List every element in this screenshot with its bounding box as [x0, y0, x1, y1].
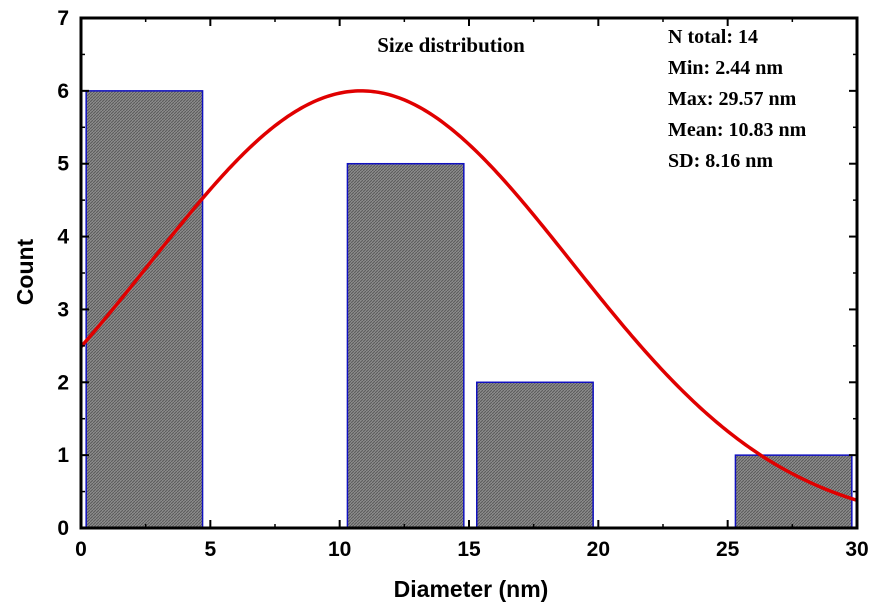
- histogram-bar-1: [85, 90, 204, 529]
- x-axis-title: Diameter (nm): [394, 576, 549, 602]
- x-tick-label: 20: [587, 538, 610, 561]
- x-tick-label: 30: [845, 538, 868, 561]
- y-tick-label: 1: [57, 444, 69, 467]
- chart-title: Size distribution: [377, 33, 525, 57]
- y-tick-label: 3: [57, 298, 69, 321]
- stats-annotation: Mean: 10.83 nm: [668, 119, 807, 141]
- x-tick-label: 10: [328, 538, 351, 561]
- stats-annotations: N total: 14 Min: 2.44 nm Max: 29.57 nm Mean…: [668, 26, 807, 172]
- x-tick-label: 0: [75, 538, 87, 561]
- y-tick-label: 2: [57, 371, 69, 394]
- gaussian-fit-curve: [79, 89, 858, 502]
- y-tick-label: 7: [57, 7, 69, 30]
- stats-annotation: Max: 29.57 nm: [668, 88, 797, 110]
- y-tick-label: 4: [57, 226, 69, 249]
- stats-annotation: N total: 14: [668, 26, 758, 48]
- stats-annotation: SD: 8.16 nm: [668, 150, 773, 172]
- stats-annotation: Min: 2.44 nm: [668, 57, 783, 79]
- x-tick-label: 15: [457, 538, 481, 561]
- histogram-bar-3: [476, 381, 594, 529]
- histogram-bar-2: [346, 162, 465, 529]
- x-tick-label: 25: [716, 538, 740, 561]
- axis-tick-labels: 0 5 10 15 20 25 30 0 1 2 3 4 5 6 7: [57, 7, 868, 561]
- y-tick-label: 0: [57, 517, 69, 540]
- y-tick-label: 5: [57, 153, 69, 176]
- axis-ticks: [80, 17, 858, 529]
- y-tick-label: 6: [57, 80, 69, 103]
- bars-group: [85, 90, 853, 529]
- y-axis-title: Count: [12, 238, 38, 305]
- x-tick-label: 5: [204, 538, 216, 561]
